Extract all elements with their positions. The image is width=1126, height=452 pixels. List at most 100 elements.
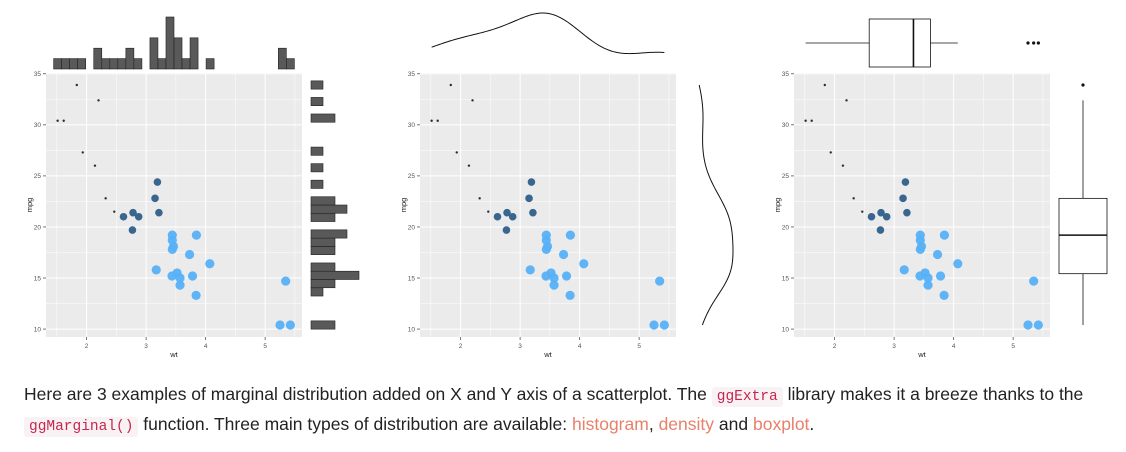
y-histogram-bar — [310, 262, 336, 272]
scatter-point — [75, 83, 78, 87]
scatter-point — [285, 320, 295, 330]
x-box — [868, 18, 931, 68]
scatter-point — [527, 178, 536, 186]
density-link[interactable]: density — [658, 413, 715, 434]
y-histogram-bar — [310, 212, 336, 222]
scatter-point — [877, 208, 885, 217]
scatter-point — [81, 151, 84, 154]
scatter-point — [529, 208, 537, 217]
x-tick-label: 2 — [833, 343, 837, 350]
scatter-point — [903, 208, 911, 217]
scatter-point — [1023, 320, 1033, 330]
scatter-point — [455, 151, 458, 154]
scatter-point — [155, 208, 163, 217]
y-tick-label: 10 — [408, 326, 416, 333]
scatter-point — [823, 83, 826, 87]
x-histogram-bar — [133, 58, 143, 70]
y-axis-title: mpg — [25, 198, 34, 213]
scatter-point — [129, 208, 137, 217]
scatter-point — [275, 320, 285, 330]
ggextra-code: ggExtra — [711, 387, 783, 407]
scatter-point — [899, 265, 909, 275]
scatter-point — [915, 244, 925, 255]
y-tick-label: 15 — [782, 275, 790, 282]
chart-3-boxplot: 2 3 4 5 10 15 20 25 30 35 wt mpg — [773, 18, 1108, 359]
x-histogram-bar — [77, 58, 87, 70]
scatter-point — [175, 280, 185, 290]
scatter-point — [659, 320, 669, 330]
y-box — [1058, 197, 1108, 275]
scatter-point — [191, 290, 201, 300]
chart-1-histogram: 2 3 4 5 10 15 20 25 30 35 wt mpg — [25, 16, 360, 359]
scatter-point — [565, 290, 575, 300]
scatter-point — [901, 178, 910, 186]
y-tick-label: 25 — [782, 173, 790, 180]
scatter-point — [939, 230, 950, 240]
scatter-point — [932, 249, 943, 260]
scatter-point — [525, 194, 533, 203]
scatter-point — [151, 194, 159, 203]
scatter-point — [93, 164, 97, 167]
scatter-point — [97, 99, 100, 102]
scatter-point — [187, 271, 198, 281]
y-histogram-bar — [310, 80, 324, 90]
scatter-point — [565, 230, 576, 240]
scatter-point — [915, 230, 925, 240]
scatter-point — [649, 320, 659, 330]
comma-separator: , — [648, 413, 654, 434]
x-histogram-bar — [181, 58, 191, 70]
x-histogram-bar — [69, 58, 78, 70]
x-tick-label: 5 — [637, 343, 641, 350]
scatter-point — [205, 259, 215, 269]
period-text: . — [809, 413, 815, 434]
scatter-point — [113, 210, 116, 213]
x-histogram-bar — [109, 58, 119, 70]
scatter-point — [579, 259, 589, 269]
scatter-point — [1029, 276, 1039, 286]
y-density-curve — [698, 84, 734, 326]
y-histogram-bar — [310, 146, 324, 156]
scatter-point — [549, 280, 559, 290]
scatter-point — [487, 210, 490, 213]
y-tick-label: 30 — [782, 122, 790, 129]
x-axis-title: wt — [543, 350, 552, 359]
scatter-point — [923, 280, 933, 290]
boxplot-link[interactable]: boxplot — [752, 413, 810, 434]
y-histogram-bar — [310, 320, 336, 330]
scatter-point — [184, 249, 195, 260]
x-histogram-bar — [61, 58, 70, 70]
scatter-point — [655, 276, 665, 286]
scatter-point — [549, 273, 559, 283]
y-histogram-bar — [310, 246, 336, 255]
scatter-point — [471, 99, 474, 102]
x-density-curve — [431, 12, 665, 55]
y-tick-label: 10 — [782, 326, 790, 333]
scatter-point — [541, 244, 551, 255]
y-histogram-bar — [310, 196, 336, 206]
scatter-point — [899, 194, 907, 203]
x-histogram-bar — [149, 37, 159, 70]
description-text-3: function. Three main types of distributi… — [143, 413, 568, 434]
scatter-point — [558, 249, 569, 260]
x-histogram-bar — [157, 58, 167, 70]
y-tick-label: 20 — [408, 224, 416, 231]
scatter-point — [502, 226, 511, 234]
scatter-point — [525, 265, 535, 275]
scatter-point — [939, 290, 949, 300]
scatter-point — [467, 164, 471, 167]
x-axis-title: wt — [169, 350, 178, 359]
histogram-link[interactable]: histogram — [571, 413, 649, 434]
scatter-point — [430, 119, 433, 122]
y-histogram-bar — [310, 204, 348, 214]
x-histogram-bar — [53, 58, 62, 70]
scatter-point — [449, 83, 452, 87]
scatter-point — [134, 212, 143, 221]
y-tick-label: 25 — [408, 173, 416, 180]
x-tick-label: 5 — [263, 343, 267, 350]
scatter-point — [281, 276, 291, 286]
scatter-point — [861, 210, 864, 213]
scatter-point — [852, 197, 855, 200]
description-text-1: Here are 3 examples of marginal distribu… — [24, 384, 707, 404]
x-box-outlier — [1036, 41, 1040, 45]
description-paragraph: Here are 3 examples of marginal distribu… — [24, 380, 1119, 440]
